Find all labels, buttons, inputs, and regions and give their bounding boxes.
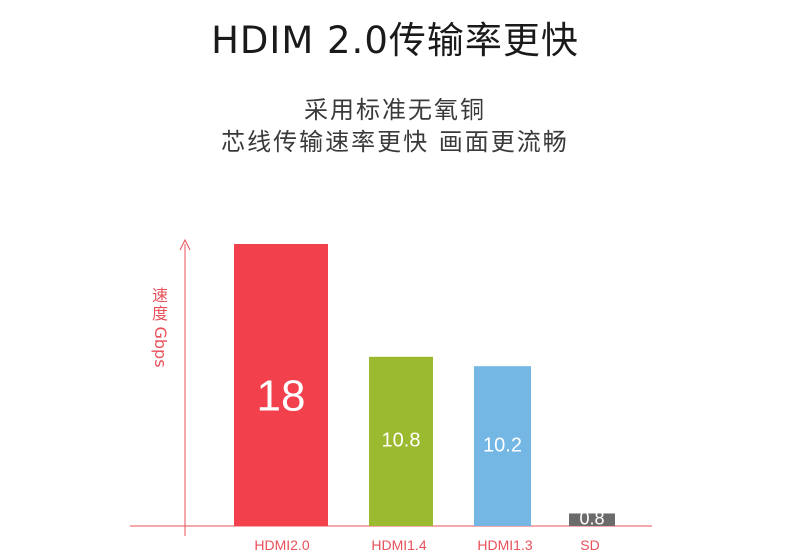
bar-sd [569,513,615,526]
category-label-hdmi1-4: HDMI1.4 [371,537,426,553]
page-title: HDIM 2.0传输率更快 [211,19,579,62]
value-label-hdmi1-3: 10.2 [483,434,522,456]
value-label-sd: 0.8 [579,508,604,528]
bar-hdmi2-0 [234,244,328,526]
y-axis-label-unit: Gbps [151,326,170,368]
y-axis-label-unit-wrap: Gbps [148,323,172,371]
bar-hdmi1-3 [474,366,531,526]
subtitle-line-2: 芯线传输速率更快 画面更流畅 [221,128,569,156]
bar-hdmi1-4 [369,356,433,526]
category-label-hdmi1-3: HDMI1.3 [477,537,532,553]
y-axis-label-char: 速 [151,286,168,305]
category-label-hdmi2-0: HDMI2.0 [254,537,309,553]
category-label-sd: SD [580,537,599,553]
subtitle-line-1: 采用标准无氧铜 [304,96,486,124]
value-label-hdmi2-0: 18 [257,372,306,421]
y-axis-label: 速度 Gbps [148,287,172,371]
value-label-hdmi1-4: 10.8 [382,430,421,452]
y-axis-label-char: 度 [151,304,168,323]
y-axis-arrow-icon [179,238,191,251]
bars-group: 18 HDMI2.0 10.8 HDMI1.4 10.2 HDMI1.3 0.8 SD [234,244,615,553]
